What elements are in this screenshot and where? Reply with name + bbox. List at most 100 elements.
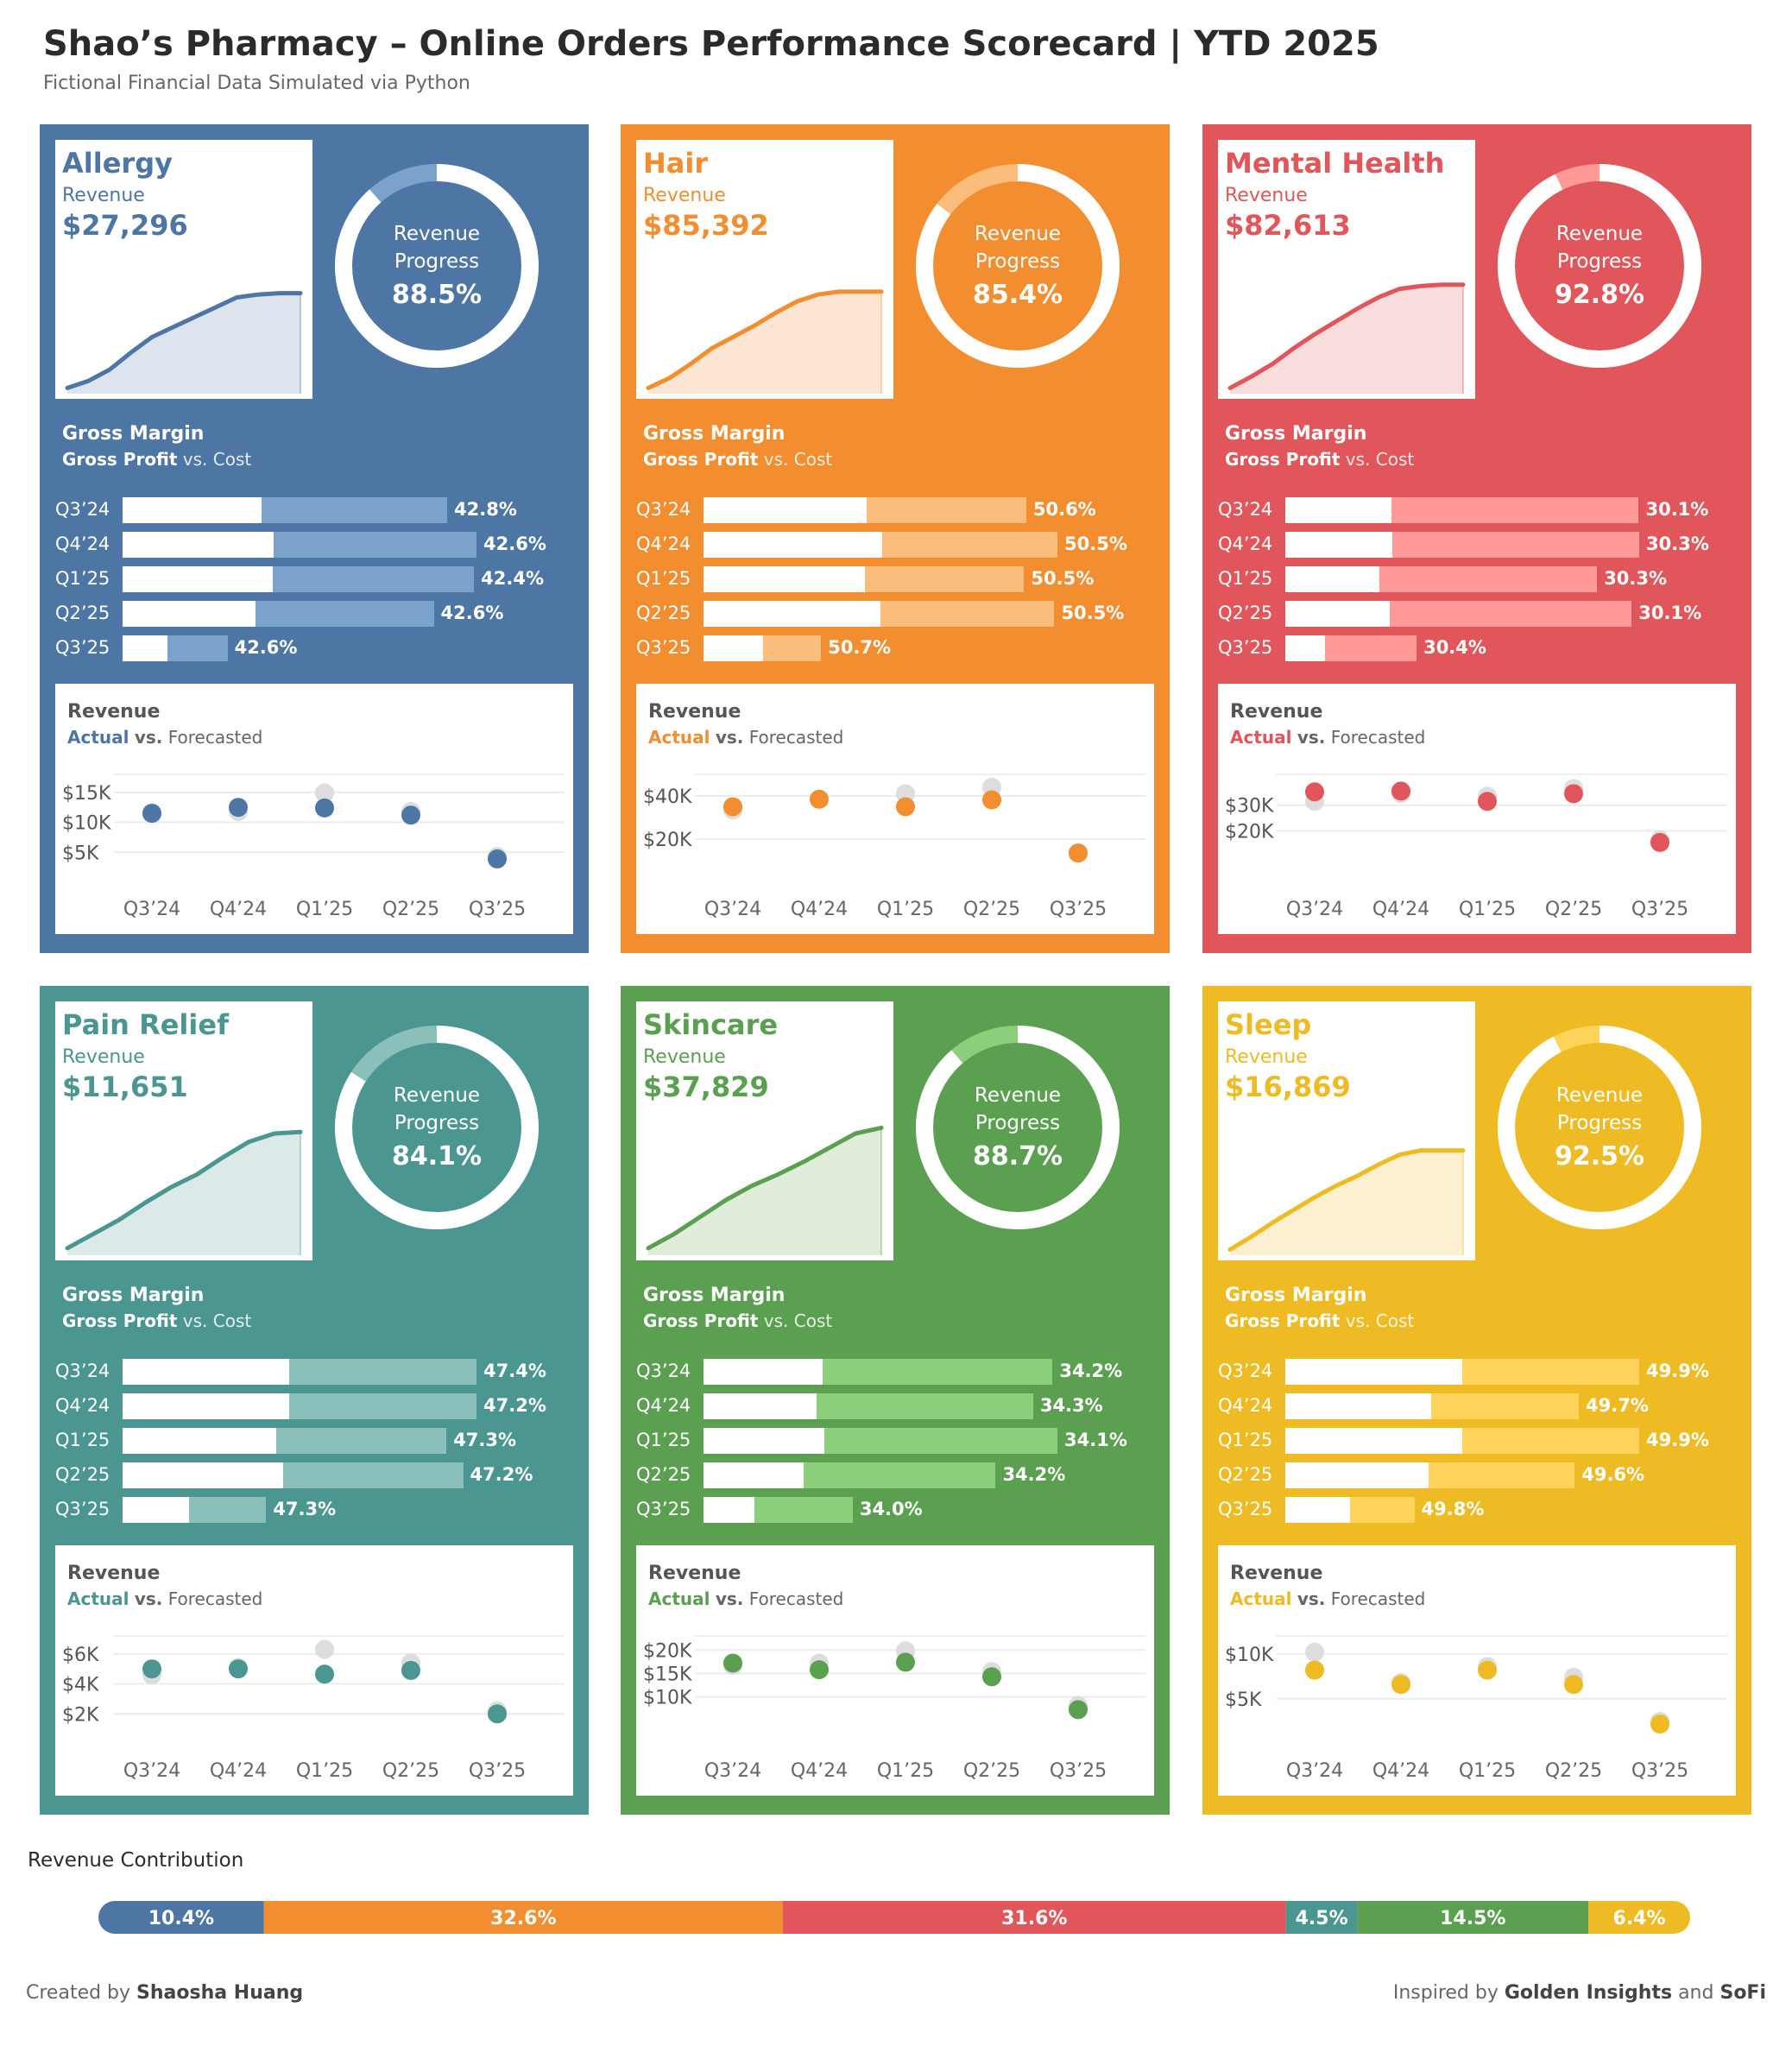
panel-mental-health: Mental Health Revenue $82,613 Revenue Progre… [1202, 124, 1751, 953]
sparkline-line [65, 1129, 303, 1251]
actual-vs-forecast-card: Revenue Actual vs. Forecasted $5K $10K Q3’24… [1218, 1545, 1736, 1796]
footer-created-by-label: Created by [26, 1982, 131, 2004]
actual-vs-forecast-title: Revenue [648, 701, 741, 723]
gross-margin-row: Q3’25 30.4% [1218, 635, 1736, 661]
panel-sleep: Sleep Revenue $16,869 Revenue Progress 92.5% G… [1202, 986, 1751, 1815]
sparkline-area [1230, 284, 1463, 394]
progress-value: 84.1% [391, 1141, 483, 1171]
quarter-label: Q4’24 [1218, 534, 1273, 554]
x-tick-label: Q2’25 [382, 899, 439, 920]
gross-margin-pct: 50.5% [1031, 568, 1095, 589]
gross-profit-bar [123, 566, 273, 592]
gross-margin-pct: 30.4% [1423, 637, 1486, 658]
gross-margin-pct: 49.8% [1421, 1499, 1485, 1519]
x-tick-label: Q1’25 [877, 1760, 934, 1782]
gross-profit-bar [1285, 1428, 1462, 1454]
quarter-label: Q1’25 [636, 568, 691, 589]
quarter-label: Q3’25 [55, 637, 110, 658]
gross-margin-subtitle: Gross Profit vs. Cost [1225, 1310, 1414, 1331]
gross-margin-pct: 42.6% [483, 534, 546, 554]
cost-bar [1429, 1462, 1575, 1488]
progress-value: 92.5% [1554, 1141, 1645, 1171]
sparkline-line [646, 1125, 884, 1251]
actual-point [142, 804, 161, 824]
vs-label: vs. [1345, 1310, 1371, 1331]
revenue-sparkline [65, 1129, 303, 1255]
actual-point [1478, 1660, 1497, 1680]
revenue-card: Skincare Revenue $37,829 [636, 1001, 893, 1260]
forecasted-label: Forecasted [167, 727, 263, 748]
y-tick-label: $5K [62, 843, 99, 864]
vs-label: vs. [182, 1310, 208, 1331]
contribution-segment-pain-relief [1285, 1901, 1358, 1934]
revenue-card: Mental Health Revenue $82,613 [1218, 140, 1475, 399]
x-tick-label: Q2’25 [1545, 899, 1602, 920]
actual-point [1305, 782, 1324, 802]
actual-point [315, 1664, 334, 1684]
progress-label-line2: Progress [975, 250, 1061, 273]
gross-profit-bar [123, 601, 256, 627]
actual-point [1650, 1714, 1669, 1734]
actual-vs-forecast-subtitle: Actual vs. Forecasted [1230, 1588, 1425, 1609]
gross-margin-pct: 34.3% [1039, 1395, 1103, 1416]
vs-label: vs. [715, 1588, 744, 1609]
cost-label: Cost [793, 1310, 833, 1331]
actual-point [982, 790, 1001, 810]
gross-margin-subtitle: Gross Profit vs. Cost [1225, 449, 1414, 470]
gross-margin-title: Gross Margin [1225, 423, 1367, 445]
ring-progress-arc [916, 1026, 1120, 1229]
revenue-value: $82,613 [1225, 209, 1351, 242]
gross-margin-pct: 49.9% [1646, 1361, 1709, 1381]
revenue-sparkline [1227, 1148, 1466, 1255]
category-name: Mental Health [1225, 147, 1445, 180]
progress-label-line1: Revenue [974, 1084, 1062, 1107]
gross-profit-label: Gross Profit [1225, 449, 1341, 470]
gross-margin-row: Q1’25 47.3% [55, 1428, 573, 1454]
gross-profit-bar [1285, 497, 1392, 523]
category-name: Pain Relief [62, 1008, 229, 1041]
x-tick-label: Q3’24 [1286, 1760, 1343, 1782]
cost-label: Cost [1375, 1310, 1415, 1331]
actual-point [401, 1660, 420, 1680]
contribution-segment-mental-health [782, 1901, 1286, 1934]
x-tick-label: Q3’25 [1631, 1760, 1688, 1782]
cost-bar [754, 1497, 853, 1523]
progress-value: 85.4% [972, 280, 1063, 310]
actual-vs-forecast-title: Revenue [1230, 701, 1323, 723]
cost-label: Cost [793, 449, 833, 470]
cost-bar [167, 635, 228, 661]
gross-margin-pct: 49.7% [1586, 1395, 1649, 1416]
gross-margin-subtitle: Gross Profit vs. Cost [643, 1310, 832, 1331]
progress-label-line1: Revenue [393, 223, 481, 245]
quarter-label: Q1’25 [1218, 1430, 1273, 1450]
actual-point [488, 849, 507, 868]
contribution-segment-sleep [1587, 1901, 1690, 1934]
cost-bar [289, 1359, 476, 1385]
cost-bar [275, 1428, 447, 1454]
revenue-contribution-title: Revenue Contribution [28, 1849, 244, 1872]
progress-label-line1: Revenue [393, 1084, 481, 1107]
gross-margin-pct: 42.6% [234, 637, 298, 658]
cost-bar [1379, 566, 1598, 592]
revenue-progress-ring [1498, 164, 1701, 368]
cost-bar [880, 601, 1055, 627]
forecasted-label: Forecasted [167, 1588, 263, 1609]
cost-bar [823, 1428, 1057, 1454]
gross-margin-row: Q1’25 49.9% [1218, 1428, 1736, 1454]
vs-label: vs. [1297, 1588, 1326, 1609]
contribution-label: 4.5% [1296, 1908, 1348, 1929]
y-tick-label: $10K [643, 1688, 692, 1709]
actual-point [229, 798, 248, 818]
actual-vs-forecast-plot: $5K $10K $15K Q3’24 Q4’24 Q1’25 Q2’25 Q3’25 [62, 774, 565, 920]
progress-value: 88.7% [972, 1141, 1063, 1171]
x-tick-label: Q3’24 [123, 899, 180, 920]
gross-margin-row: Q3’24 49.9% [1218, 1359, 1736, 1385]
quarter-label: Q3’24 [1218, 499, 1273, 520]
ring-progress-arc [916, 164, 1120, 368]
progress-value: 92.8% [1554, 280, 1645, 310]
quarter-label: Q1’25 [55, 1430, 110, 1450]
x-tick-label: Q2’25 [963, 899, 1020, 920]
gross-profit-bar [123, 635, 168, 661]
gross-profit-bar [123, 497, 262, 523]
sparkline-area [67, 1132, 300, 1255]
